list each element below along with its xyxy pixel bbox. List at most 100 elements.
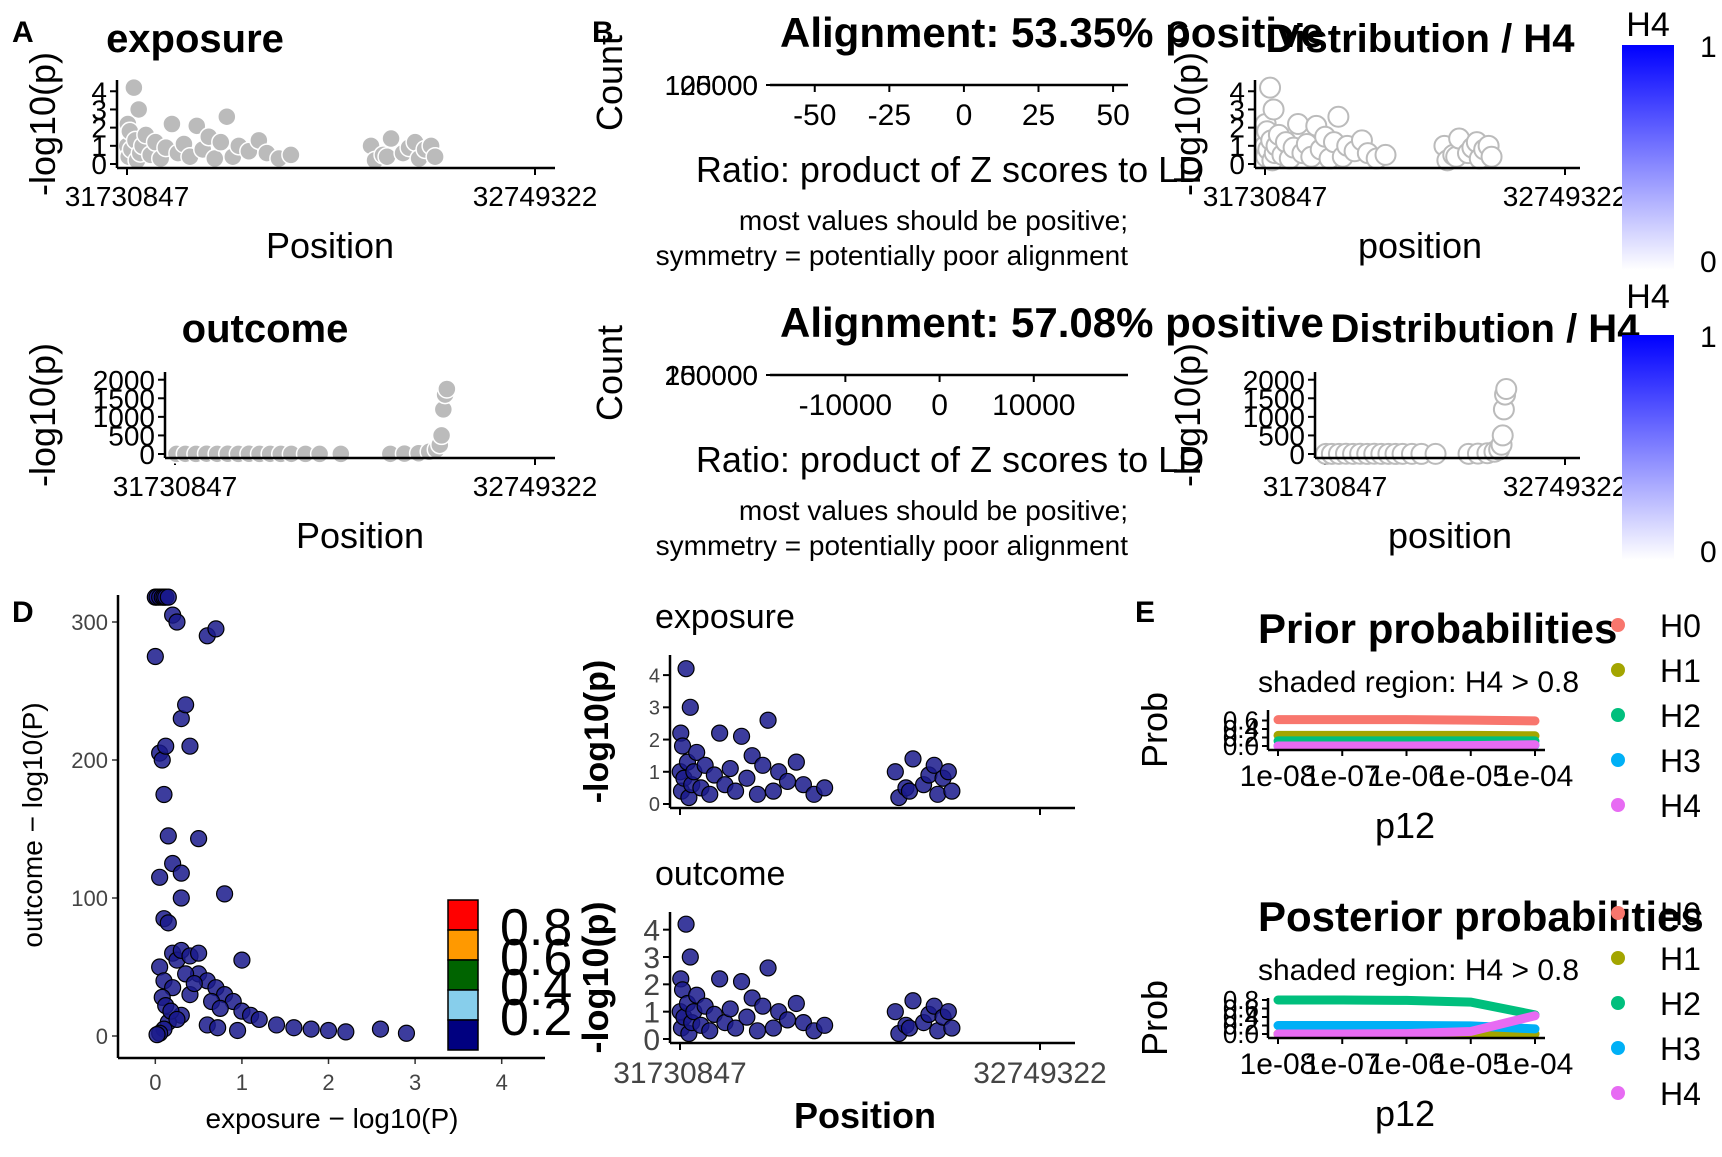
- chart-title: Posterior probabilities: [1258, 893, 1704, 940]
- y-tick-label: 0.6: [1223, 706, 1259, 736]
- data-point: [759, 959, 777, 977]
- chart-subtitle: shaded region: H4 > 0.8: [1258, 954, 1579, 987]
- data-point: [787, 753, 805, 771]
- data-point: [764, 782, 782, 800]
- x-tick-label: 1e-06: [1368, 760, 1445, 793]
- chart-subtitle: shaded region: H4 > 0.8: [1258, 666, 1579, 699]
- x-tick-label: -10000: [799, 389, 892, 422]
- legend-label: 0.4: [500, 959, 572, 1017]
- x-axis-label: Position: [296, 515, 424, 556]
- data-point: [778, 1011, 797, 1029]
- chart-D2: exposure 0 1 2 3 4 -log10(p): [578, 598, 1075, 816]
- x-tick-label: 32749322: [473, 181, 598, 212]
- y-axis-label: Prob: [1134, 692, 1175, 768]
- data-point: [900, 782, 919, 800]
- x-tick-label: 3: [409, 1070, 421, 1095]
- data-point: [172, 889, 190, 907]
- x-tick-label: 1e-07: [1304, 1048, 1381, 1081]
- data-point: [705, 766, 723, 784]
- x-tick-label: 0: [149, 1070, 161, 1095]
- data-point: [148, 1026, 166, 1044]
- colorbar-max-label: 1: [1700, 31, 1717, 64]
- y-tick-label: 1000: [1243, 402, 1305, 433]
- x-tick-label: 31730847: [65, 181, 190, 212]
- data-point: [681, 698, 699, 716]
- legend-swatch: [447, 899, 479, 931]
- chart-title: Distribution / H4: [1331, 307, 1641, 351]
- data-point: [748, 785, 767, 803]
- data-point: [1287, 113, 1310, 135]
- x-tick-label: 10000: [992, 389, 1075, 422]
- data-point: [939, 1003, 957, 1021]
- data-point: [371, 1020, 390, 1038]
- data-point: [187, 116, 207, 136]
- chart-title: Alignment: 53.35% positive: [780, 9, 1324, 56]
- data-point: [787, 994, 805, 1013]
- x-axis-label: p12: [1375, 805, 1435, 846]
- legend-label: H4: [1660, 1076, 1701, 1112]
- data-point: [816, 1016, 834, 1034]
- data-point: [211, 132, 231, 152]
- data-point: [285, 1019, 303, 1037]
- y-axis-label: Prob: [1134, 980, 1175, 1056]
- y-tick-label: 2: [91, 113, 107, 144]
- colorbar-max-label: 1: [1700, 321, 1717, 354]
- y-axis-label: -log10(p): [1167, 343, 1208, 487]
- caption-line: most values should be positive;: [739, 205, 1128, 236]
- caption-line: symmetry = potentially poor alignment: [656, 530, 1129, 561]
- x-tick-label: 32749322: [973, 1057, 1106, 1090]
- data-point: [431, 425, 452, 446]
- y-tick-label: 1: [643, 996, 660, 1029]
- data-point: [1495, 378, 1518, 400]
- data-point: [425, 146, 445, 167]
- y-tick-label: 1500: [93, 383, 155, 414]
- data-point: [159, 914, 177, 932]
- data-point: [228, 1021, 247, 1040]
- legend-key: [1611, 951, 1625, 965]
- data-point: [190, 944, 208, 962]
- data-point: [1374, 143, 1397, 166]
- data-point: [151, 868, 169, 886]
- y-tick-label: 1000: [93, 402, 155, 433]
- legend-key: [1611, 906, 1625, 920]
- x-tick-label: -25: [868, 99, 911, 132]
- series-line-H0: [1273, 715, 1540, 726]
- y-tick-label: 100: [71, 886, 108, 911]
- chart-E1: Prior probabilities shaded region: H4 > 0…: [1134, 605, 1701, 846]
- x-axis-label: position: [1388, 515, 1512, 556]
- colorbar: [1622, 45, 1674, 270]
- legend-key: [1611, 708, 1625, 722]
- data-point: [1327, 105, 1350, 128]
- y-axis-label: outcome − log10(P): [17, 702, 48, 947]
- data-point: [190, 830, 208, 848]
- data-point: [816, 779, 834, 797]
- panel-label-a: A: [12, 16, 34, 49]
- x-tick-label: 1e-08: [1240, 760, 1317, 793]
- x-tick-label: 1e-08: [1240, 1048, 1317, 1081]
- data-point: [181, 737, 199, 755]
- x-tick-label: 1e-07: [1304, 760, 1381, 793]
- data-point: [162, 114, 182, 134]
- y-tick-label: 0.8: [1223, 985, 1259, 1015]
- data-point: [711, 724, 729, 742]
- y-tick-label: 3: [643, 942, 660, 975]
- y-tick-label: 0.4: [1223, 714, 1259, 744]
- legend-label: 0.8: [500, 899, 572, 957]
- data-point: [177, 696, 195, 714]
- x-axis-label: Ratio: product of Z scores to LD: [696, 439, 1204, 480]
- data-point: [764, 1019, 782, 1037]
- h4-colorbar-legend: H4 1 0: [1622, 278, 1717, 569]
- y-tick-label: 0: [649, 794, 660, 816]
- data-point: [309, 444, 330, 464]
- y-axis-label: Count: [589, 325, 630, 421]
- y-tick-label: 0: [91, 149, 107, 180]
- data-point: [904, 750, 922, 768]
- data-point: [250, 1010, 268, 1029]
- data-point: [688, 743, 706, 762]
- x-axis-label: Position: [266, 225, 394, 266]
- data-point: [677, 660, 695, 678]
- y-axis-label: -log10(p): [22, 343, 63, 487]
- data-point: [337, 1023, 355, 1041]
